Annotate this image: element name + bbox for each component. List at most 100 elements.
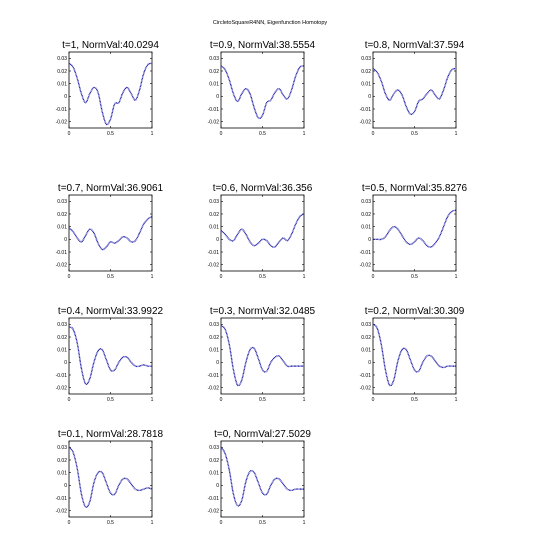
y-tick-label: 0.01	[361, 347, 371, 353]
figure-title: CircletoSquareR4NN, Eigenfunction Homoto…	[212, 20, 328, 26]
y-tick-label: 0.01	[209, 347, 219, 353]
y-tick-label: -0.01	[360, 250, 372, 256]
y-tick-label: 0.02	[361, 335, 371, 341]
x-tick-label: 1	[151, 520, 154, 526]
y-tick-label: 0.03	[57, 56, 67, 62]
y-tick-label: 0.03	[57, 322, 67, 328]
y-tick-label: -0.01	[56, 496, 68, 502]
plot-frame	[372, 194, 457, 272]
subplot-9: t=0.2, NormVal:30.309 0.03 0.02 0.01 0 -0.01 -…	[360, 306, 465, 403]
y-tick-label: 0	[64, 360, 67, 366]
y-tick-label: 0.03	[209, 322, 219, 328]
subplot-title: t=0.8, NormVal:37.594	[365, 40, 465, 51]
x-tick-label: 0	[372, 397, 375, 403]
y-tick-label: -0.01	[208, 373, 220, 379]
subplot-title: t=1, NormVal:40.0294	[62, 40, 159, 51]
y-tick-label: -0.01	[56, 373, 68, 379]
y-tick-label: -0.02	[56, 508, 68, 514]
subplot-title: t=0.6, NormVal:36.356	[213, 183, 313, 194]
x-tick-label: 0.5	[107, 131, 114, 137]
y-tick-label: 0.02	[209, 212, 219, 218]
y-tick-label: 0.03	[361, 199, 371, 205]
x-tick-label: 0.5	[259, 520, 266, 526]
x-tick-label: 1	[303, 397, 306, 403]
x-tick-label: 0.5	[107, 274, 114, 280]
y-tick-label: 0.02	[57, 458, 67, 464]
y-tick-label: 0.02	[209, 335, 219, 341]
plot-frame	[68, 317, 153, 395]
x-tick-label: 1	[151, 397, 154, 403]
y-tick-label: -0.02	[208, 119, 220, 125]
y-tick-label: 0.02	[57, 335, 67, 341]
plot-frame	[372, 317, 457, 395]
y-tick-label: 0	[216, 94, 219, 100]
series-line	[68, 326, 153, 385]
subplot-6: t=0.5, NormVal:35.8276 0.03 0.02 0.01 0 -0.01…	[360, 183, 468, 280]
y-tick-label: 0.01	[57, 470, 67, 476]
series-line	[220, 446, 304, 507]
y-tick-label: 0.03	[209, 445, 219, 451]
subplot-11: t=0, NormVal:27.5029 0.03 0.02 0.01 0 -0.01 -0…	[208, 429, 312, 526]
subplot-title: t=0, NormVal:27.5029	[214, 429, 311, 440]
x-tick-label: 0.5	[411, 274, 418, 280]
x-tick-label: 1	[303, 520, 306, 526]
y-tick-label: 0.01	[57, 81, 67, 87]
y-tick-label: -0.02	[360, 262, 372, 268]
x-tick-label: 0	[372, 274, 375, 280]
y-tick-label: -0.02	[56, 119, 68, 125]
subplot-4: t=0.7, NormVal:36.9061 0.03 0.02 0.01 0 -0.01…	[56, 183, 164, 280]
y-tick-label: -0.01	[56, 107, 68, 113]
x-tick-label: 1	[151, 274, 154, 280]
x-tick-label: 0.5	[259, 274, 266, 280]
x-tick-label: 0.5	[411, 131, 418, 137]
subplot-title: t=0.9, NormVal:38.5554	[210, 40, 316, 51]
subplot-1: t=1, NormVal:40.0294 0.03 0.02 0.01 0 -0.01 -0…	[56, 40, 160, 137]
y-tick-label: 0.01	[57, 347, 67, 353]
subplot-title: t=0.7, NormVal:36.9061	[58, 183, 164, 194]
x-tick-label: 1	[303, 131, 306, 137]
series-line	[220, 325, 304, 387]
y-tick-label: -0.01	[360, 107, 372, 113]
y-tick-label: 0.02	[57, 69, 67, 75]
y-tick-label: -0.01	[208, 250, 220, 256]
subplot-8: t=0.3, NormVal:32.0485 0.03 0.02 0.01 0 -0.01…	[208, 306, 316, 403]
subplot-title: t=0.4, NormVal:33.9922	[58, 306, 164, 317]
series-line	[372, 67, 457, 116]
y-tick-label: 0.02	[209, 69, 219, 75]
y-tick-label: 0.02	[361, 212, 371, 218]
plot-frame	[220, 317, 305, 395]
y-tick-label: -0.02	[360, 385, 372, 391]
subplot-2: t=0.9, NormVal:38.5554 0.03 0.02 0.01 0 -0.01…	[208, 40, 316, 137]
y-tick-label: 0	[368, 360, 371, 366]
y-tick-label: -0.02	[208, 508, 220, 514]
x-tick-label: 0.5	[107, 520, 114, 526]
y-tick-label: 0.03	[57, 445, 67, 451]
y-tick-label: 0	[64, 483, 67, 489]
subplot-10: t=0.1, NormVal:28.7818 0.03 0.02 0.01 0 -0.01…	[56, 429, 164, 526]
x-tick-label: 0	[68, 274, 71, 280]
series-line	[68, 446, 153, 508]
y-tick-label: 0.01	[209, 224, 219, 230]
y-tick-label: 0	[368, 237, 371, 243]
x-tick-label: 0.5	[107, 397, 114, 403]
y-tick-label: 0	[64, 237, 67, 243]
x-tick-label: 1	[455, 131, 458, 137]
series-line	[372, 209, 457, 248]
y-tick-label: 0.03	[209, 56, 219, 62]
x-tick-label: 0	[220, 274, 223, 280]
y-tick-label: -0.02	[56, 385, 68, 391]
x-tick-label: 0	[68, 520, 71, 526]
y-tick-label: 0.03	[209, 199, 219, 205]
y-tick-label: -0.02	[56, 262, 68, 268]
y-tick-label: 0	[64, 94, 67, 100]
y-tick-label: 0.01	[57, 224, 67, 230]
x-tick-label: 1	[455, 274, 458, 280]
subplot-title: t=0.5, NormVal:35.8276	[362, 183, 468, 194]
series-line	[68, 62, 153, 126]
y-tick-label: -0.01	[360, 373, 372, 379]
y-tick-label: 0.02	[209, 458, 219, 464]
x-tick-label: 0	[220, 131, 223, 137]
subplot-title: t=0.1, NormVal:28.7818	[58, 429, 164, 440]
